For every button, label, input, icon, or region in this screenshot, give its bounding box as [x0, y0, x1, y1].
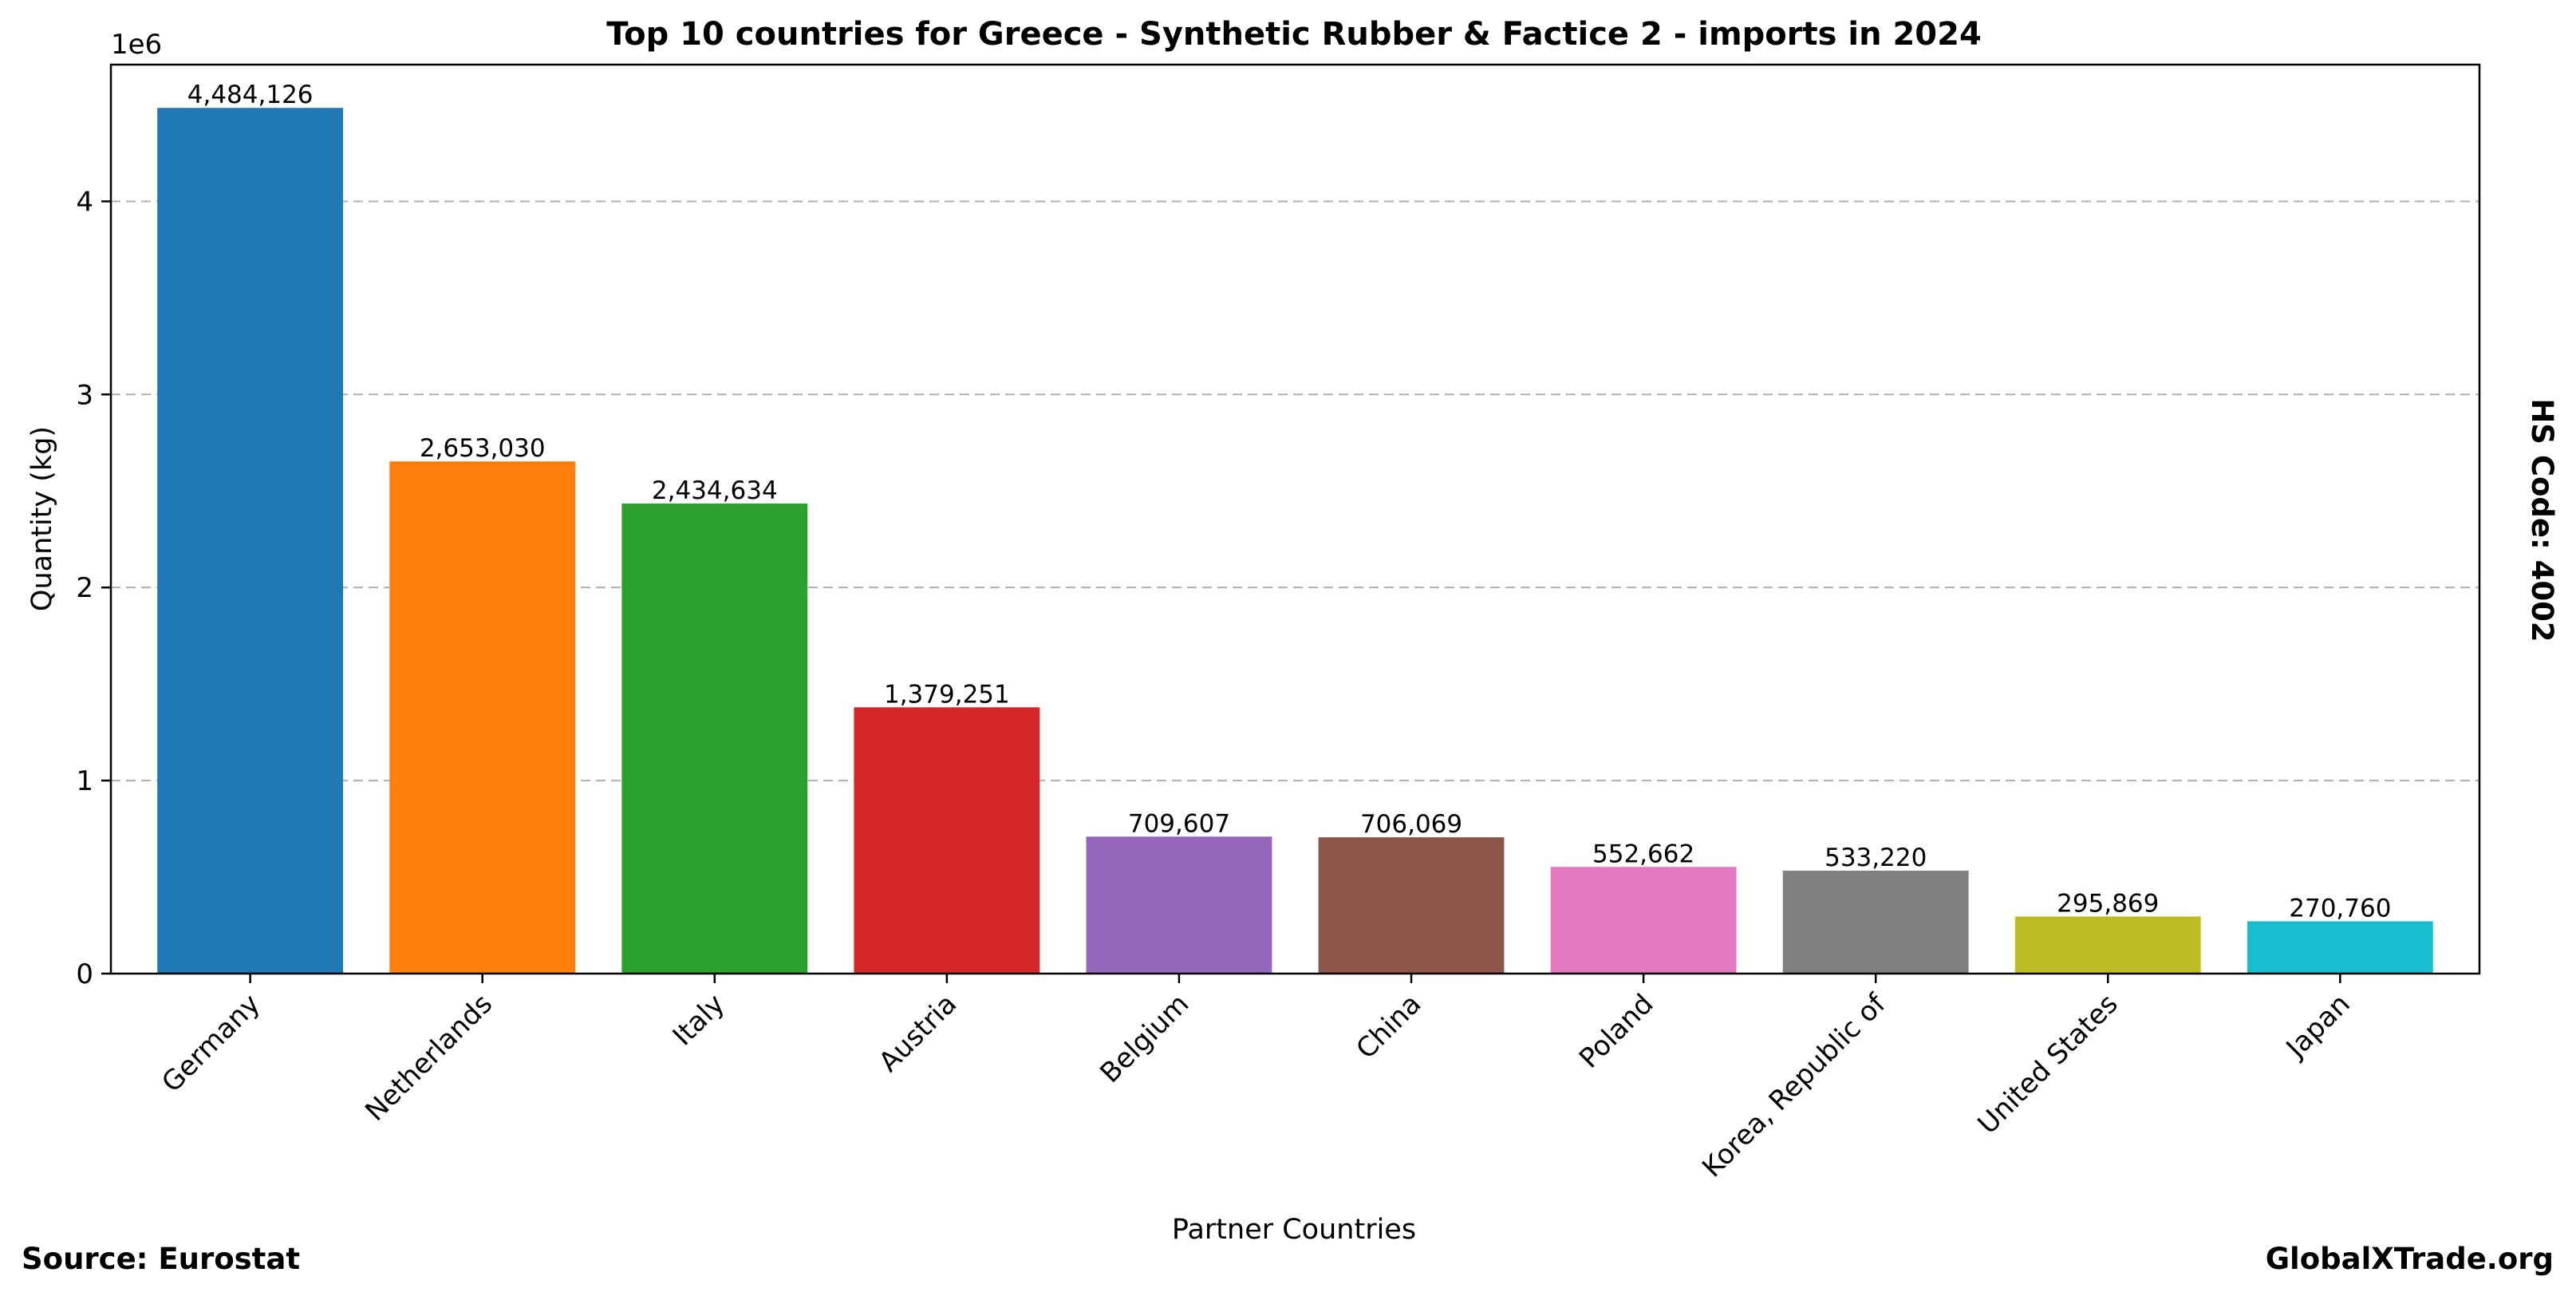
- y-tick-label: 0: [76, 958, 93, 990]
- x-tick-label: Italy: [667, 988, 731, 1052]
- bar-value-label: 2,434,634: [652, 476, 778, 505]
- bar-value-label: 709,607: [1128, 809, 1230, 838]
- y-tick-label: 2: [76, 572, 93, 604]
- bar: [1086, 836, 1272, 974]
- bar: [2014, 916, 2201, 974]
- y-axis-label: Quantity (kg): [26, 426, 58, 611]
- y-axis-ticks: 0 1 2 3 4: [76, 186, 111, 990]
- bar: [621, 504, 808, 974]
- chart-title: Top 10 countries for Greece - Synthetic …: [606, 16, 1982, 53]
- bar: [1782, 871, 1969, 974]
- x-tick-label: Poland: [1573, 988, 1660, 1075]
- bar-value-label: 295,869: [2057, 889, 2159, 918]
- hs-code-note: HS Code: 4002: [2525, 398, 2559, 642]
- bar-value-label: 706,069: [1360, 810, 1462, 839]
- y-offset-label: 1e6: [111, 29, 162, 61]
- bar-value-label: 533,220: [1825, 844, 1927, 872]
- bar-value-label: 2,653,030: [420, 434, 546, 463]
- x-axis-ticks: Germany Netherlands Italy Austria Belgium Chi…: [156, 974, 2357, 1183]
- bar: [2247, 921, 2433, 974]
- bar: [157, 108, 344, 974]
- bar: [854, 707, 1040, 974]
- brand-note: GlobalXTrade.org: [2266, 1242, 2554, 1276]
- x-tick-label: Austria: [873, 988, 963, 1078]
- bar: [1550, 867, 1737, 974]
- x-axis-label: Partner Countries: [1172, 1214, 1416, 1246]
- x-tick-label: Belgium: [1094, 988, 1195, 1089]
- bar-value-labels: 4,484,126 2,653,030 2,434,634 1,379,251 709,…: [187, 81, 2392, 923]
- x-tick-label: Netherlands: [359, 988, 499, 1128]
- x-tick-label: Japan: [2279, 988, 2357, 1065]
- bar: [389, 461, 576, 974]
- bar: [1318, 837, 1505, 974]
- bars: [157, 108, 2433, 974]
- y-tick-label: 1: [76, 765, 93, 797]
- bar-value-label: 552,662: [1592, 840, 1694, 868]
- plot-frame: [109, 63, 2481, 975]
- source-note: Source: Eurostat: [22, 1242, 300, 1276]
- x-tick-label: United States: [1972, 988, 2124, 1140]
- bar-value-label: 270,760: [2289, 895, 2391, 923]
- x-tick-label: Germany: [156, 988, 266, 1099]
- x-tick-label: Korea, Republic of: [1696, 987, 1892, 1183]
- y-tick-label: 4: [76, 186, 93, 218]
- bar-value-label: 4,484,126: [187, 81, 314, 109]
- bar-value-label: 1,379,251: [884, 680, 1010, 709]
- x-tick-label: China: [1350, 988, 1427, 1065]
- y-tick-label: 3: [76, 379, 93, 411]
